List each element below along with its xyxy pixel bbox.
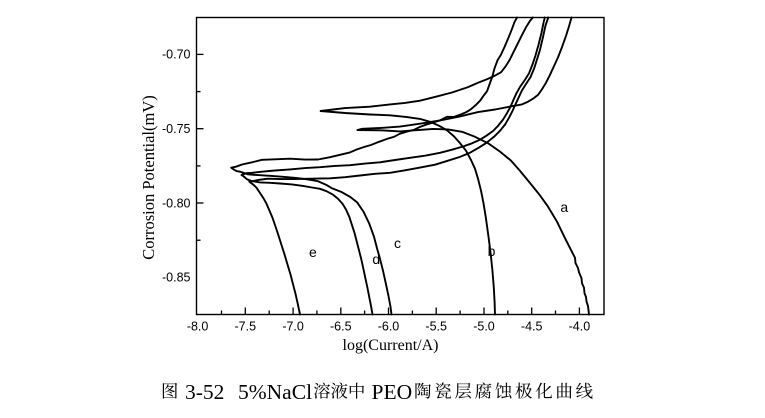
svg-text:Corrosion Potential(mV): Corrosion Potential(mV): [139, 95, 158, 260]
svg-text:5%NaCl: 5%NaCl: [238, 380, 312, 404]
svg-text:a: a: [560, 199, 568, 215]
svg-text:-7.0: -7.0: [282, 320, 304, 334]
svg-text:-7.5: -7.5: [235, 320, 257, 334]
svg-text:-6.5: -6.5: [330, 320, 352, 334]
svg-text:-4.5: -4.5: [521, 320, 543, 334]
svg-text:-5.0: -5.0: [473, 320, 495, 334]
svg-text:-0.70: -0.70: [162, 48, 191, 62]
svg-text:b: b: [488, 243, 496, 259]
svg-text:-0.75: -0.75: [162, 122, 191, 136]
svg-text:c: c: [394, 235, 401, 251]
svg-text:-0.80: -0.80: [162, 196, 191, 210]
svg-text:log(Current/A): log(Current/A): [343, 337, 439, 354]
svg-text:-6.0: -6.0: [378, 320, 400, 334]
svg-text:PEO: PEO: [372, 380, 413, 404]
svg-text:d: d: [372, 251, 380, 267]
svg-text:e: e: [309, 244, 317, 260]
svg-text:-8.0: -8.0: [187, 320, 209, 334]
svg-text:-4.0: -4.0: [569, 320, 591, 334]
svg-text:-5.5: -5.5: [425, 320, 447, 334]
svg-text:-0.85: -0.85: [162, 271, 191, 285]
svg-text:3-52: 3-52: [185, 380, 224, 404]
